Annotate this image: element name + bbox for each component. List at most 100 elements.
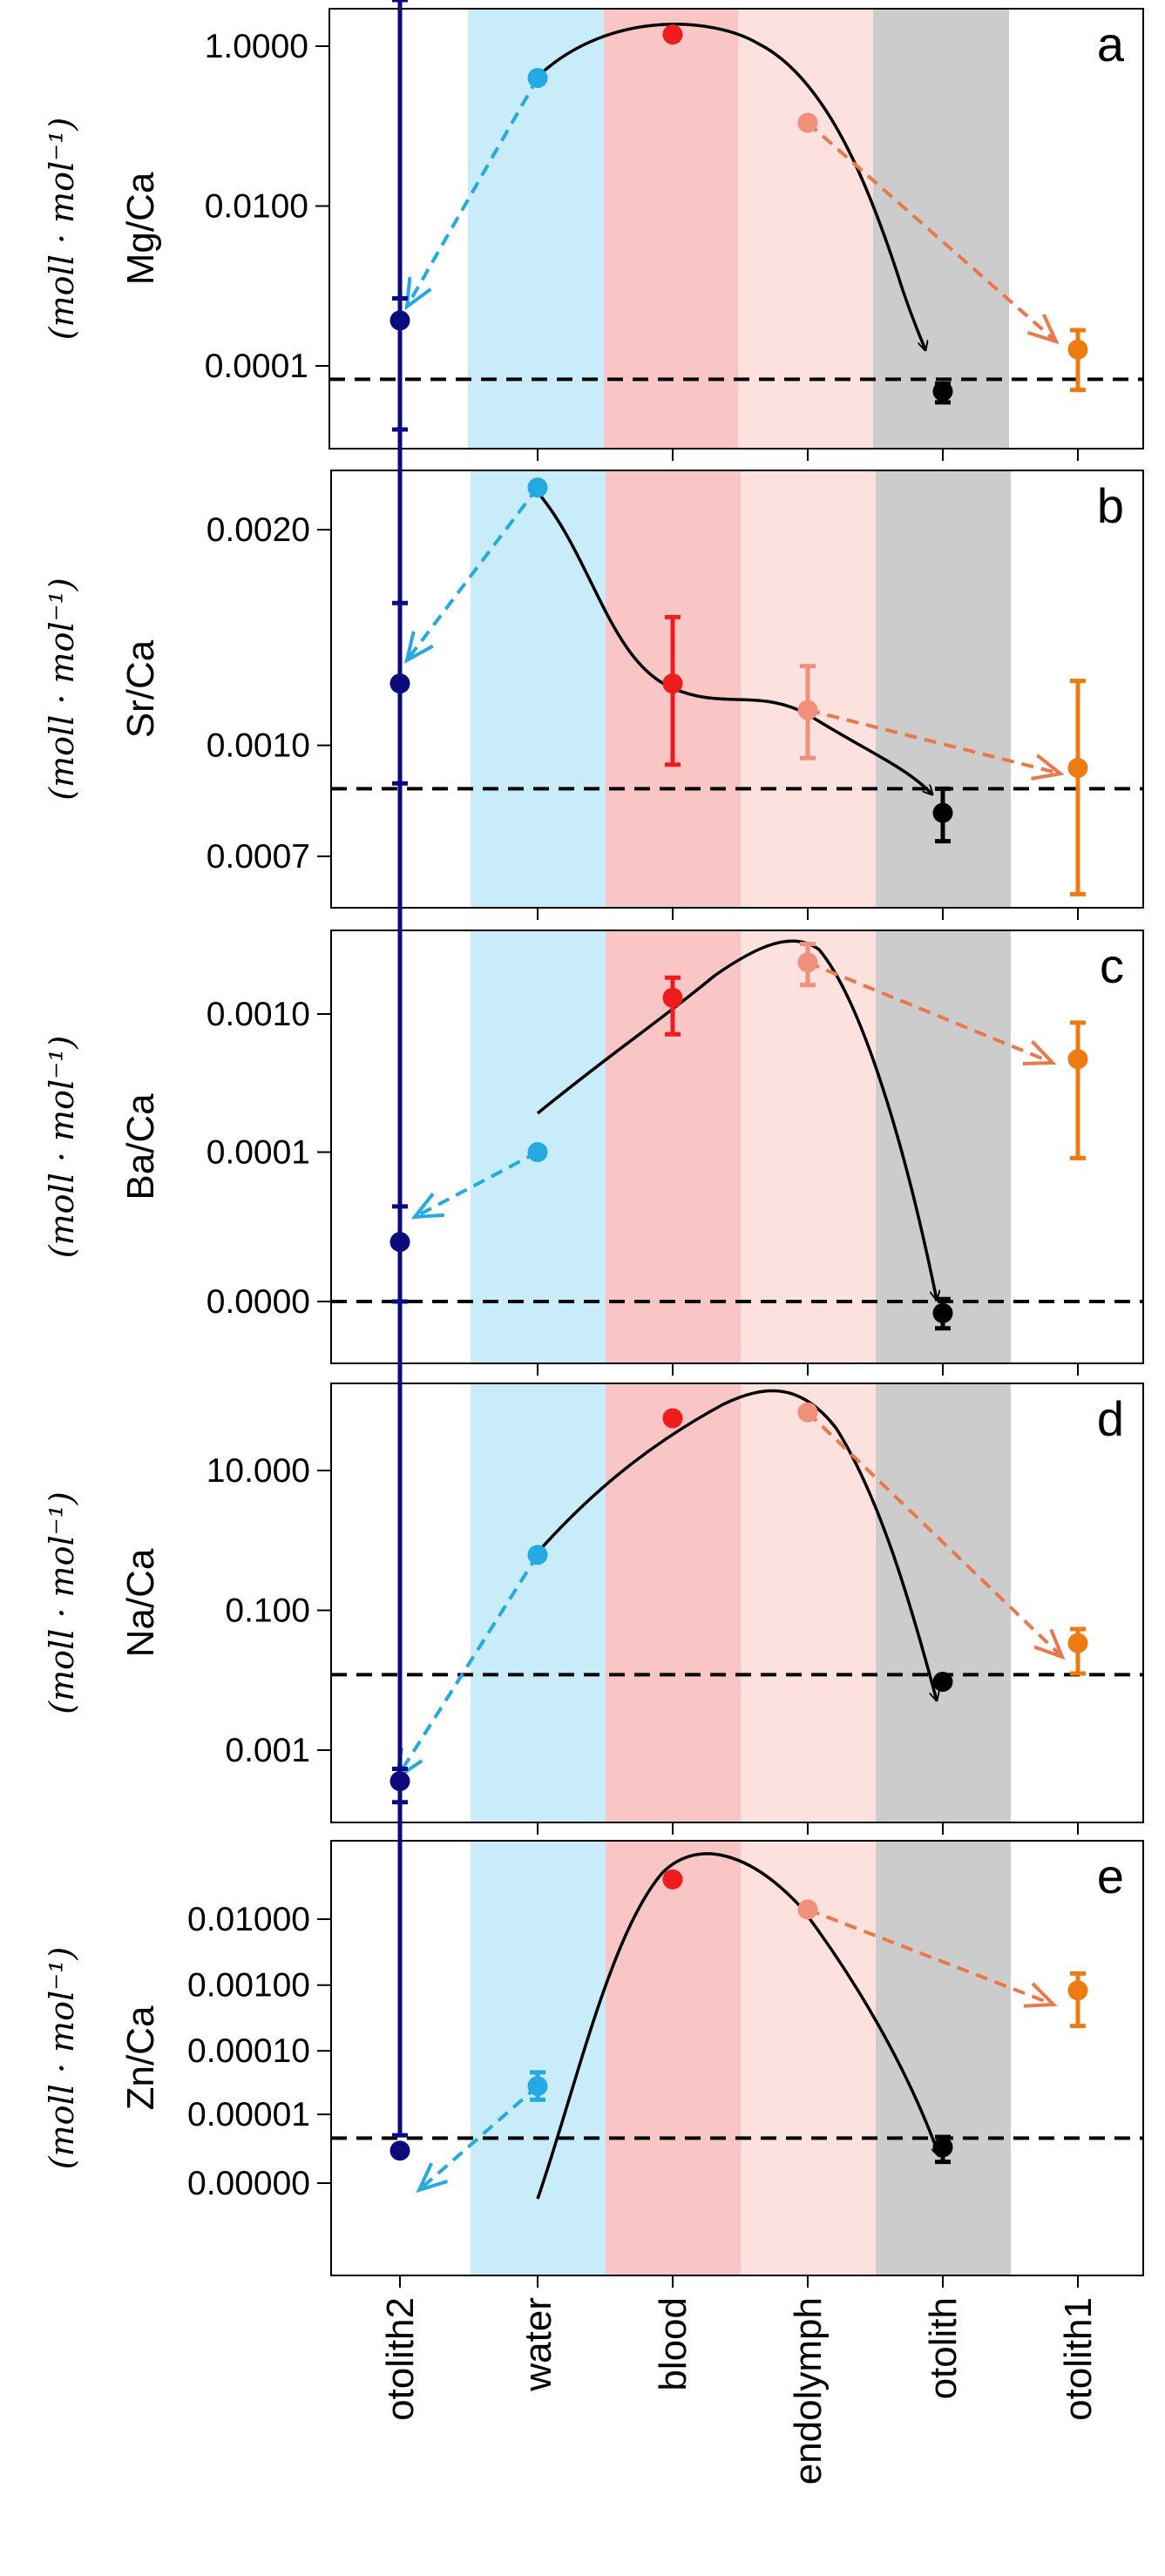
panel-letter: e bbox=[1097, 1849, 1124, 1903]
band-water bbox=[471, 1841, 606, 2275]
y-axis-unit: (moll · mol⁻¹) bbox=[43, 1947, 81, 2169]
y-axis-label: Na/Ca bbox=[119, 1548, 162, 1657]
arrow-endolymph-head bbox=[1026, 314, 1060, 345]
y-axis-label: Ba/Ca bbox=[119, 1093, 162, 1200]
point-otolith2 bbox=[389, 2140, 410, 2161]
point-endolymph bbox=[797, 1402, 818, 1423]
arrow-endolymph-head bbox=[1031, 754, 1065, 781]
point-otolith bbox=[932, 381, 953, 402]
y-tick-label: 0.0010 bbox=[207, 727, 310, 765]
arrow-water-otolith2 bbox=[405, 486, 539, 662]
y-axis-unit: (moll · mol⁻¹) bbox=[43, 578, 81, 800]
panel-letter: b bbox=[1097, 478, 1124, 533]
panel-d: 10.000 0.100 0.001 d Na/Ca (moll · mol⁻¹) bbox=[43, 1383, 1144, 1835]
point-water bbox=[527, 477, 548, 498]
band-endolymph bbox=[741, 930, 876, 1363]
y-tick-label: 0.01000 bbox=[187, 1901, 310, 1938]
panel-frame bbox=[329, 8, 1144, 450]
panel-frame bbox=[330, 470, 1144, 909]
point-water bbox=[527, 2076, 548, 2097]
category-label-otolith: otolith bbox=[922, 2297, 965, 2399]
arrow-endolymph-otolith1 bbox=[807, 1908, 1054, 2006]
arrow-endolymph-head bbox=[1023, 1982, 1058, 2008]
panel-e: 0.01000 0.00100 0.00010 0.00001 0.00000 e Zn/C… bbox=[43, 0, 1144, 2288]
category-label-water: water bbox=[517, 2297, 559, 2392]
y-tick-label: 0.00000 bbox=[187, 2165, 310, 2202]
y-tick-label: 0.001 bbox=[225, 1732, 310, 1769]
point-otolith1 bbox=[1067, 339, 1088, 360]
band-endolymph bbox=[741, 1383, 876, 1822]
point-otolith1 bbox=[1067, 1980, 1088, 2001]
panel-a: 1.0000 0.0100 0.0001 a Mg/Ca (moll · mol⁻¹) bbox=[43, 8, 1144, 461]
category-label-endolymph: endolymph bbox=[787, 2297, 830, 2485]
arrow-endolymph-head bbox=[1022, 1040, 1057, 1066]
arrow-water-head bbox=[410, 1193, 445, 1220]
arrow-water-otolith2 bbox=[396, 1553, 539, 1779]
transfer-curve bbox=[536, 490, 932, 794]
point-water bbox=[527, 1142, 548, 1163]
panel-c: 0.0010 0.0001 0.0000 c Ba/Ca (moll · mol⁻¹) bbox=[43, 930, 1144, 1376]
y-tick-label: 0.00001 bbox=[187, 2096, 310, 2133]
y-tick-label: 0.100 bbox=[225, 1592, 310, 1630]
y-axis-unit: (moll · mol⁻¹) bbox=[43, 118, 81, 340]
point-otolith1 bbox=[1067, 1049, 1088, 1070]
arrow-endolymph-otolith1 bbox=[806, 121, 1058, 343]
y-axis-unit: (moll · mol⁻¹) bbox=[43, 1491, 81, 1714]
band-otolith bbox=[876, 1383, 1011, 1822]
y-axis-label: Sr/Ca bbox=[119, 639, 162, 738]
y-tick-label: 0.0001 bbox=[205, 348, 308, 385]
panel-frame bbox=[330, 930, 1144, 1364]
y-axis-unit: (moll · mol⁻¹) bbox=[43, 1036, 81, 1258]
point-otolith bbox=[932, 802, 953, 823]
transfer-curve bbox=[536, 1389, 937, 1700]
point-water bbox=[527, 68, 548, 89]
point-blood bbox=[662, 1408, 683, 1429]
point-endolymph bbox=[797, 700, 818, 720]
arrow-water-head bbox=[404, 276, 432, 311]
band-water bbox=[471, 1383, 606, 1822]
arrow-endolymph-otolith1 bbox=[807, 708, 1061, 775]
y-tick-label: 10.000 bbox=[207, 1452, 310, 1490]
point-endolymph bbox=[797, 952, 818, 973]
category-label-blood: blood bbox=[652, 2297, 694, 2391]
band-endolymph bbox=[738, 9, 873, 449]
point-otolith bbox=[932, 1302, 953, 1323]
y-tick-label: 0.00100 bbox=[187, 1967, 310, 2005]
band-otolith bbox=[876, 930, 1011, 1363]
band-blood bbox=[604, 9, 738, 449]
band-otolith bbox=[876, 1841, 1011, 2275]
arrow-water-otolith2 bbox=[414, 1150, 538, 1219]
y-tick-label: 0.0000 bbox=[207, 1283, 310, 1321]
point-water bbox=[527, 1545, 548, 1565]
y-tick-label: 0.00010 bbox=[187, 2032, 310, 2070]
arrow-water-head bbox=[416, 2162, 449, 2194]
y-axis-label: Mg/Ca bbox=[119, 172, 162, 285]
panel-letter: d bbox=[1097, 1391, 1124, 1446]
arrow-water-otolith2 bbox=[417, 2085, 539, 2192]
panel-b: 0.0020 0.0010 0.0007 b Sr/Ca (moll · mol⁻¹) bbox=[43, 470, 1144, 920]
point-endolymph bbox=[797, 112, 818, 133]
category-label-otolith2: otolith2 bbox=[379, 2297, 422, 2421]
arrow-endolymph-otolith1 bbox=[807, 960, 1053, 1065]
point-otolith1 bbox=[1067, 758, 1088, 779]
band-water bbox=[471, 470, 606, 908]
band-blood bbox=[606, 1383, 741, 1822]
category-label-otolith1: otolith1 bbox=[1057, 2297, 1100, 2421]
point-blood bbox=[662, 987, 683, 1008]
point-endolymph bbox=[797, 1899, 818, 1920]
band-blood bbox=[606, 1841, 741, 2275]
y-tick-label: 0.0001 bbox=[207, 1134, 310, 1172]
y-axis-label: Zn/Ca bbox=[119, 2005, 162, 2110]
transfer-curve bbox=[536, 1852, 939, 2200]
point-blood bbox=[662, 1869, 683, 1890]
arrow-water-otolith2 bbox=[405, 77, 539, 308]
arrow-endolymph-head bbox=[1033, 1628, 1066, 1660]
y-tick-label: 0.0010 bbox=[207, 996, 310, 1033]
point-blood bbox=[662, 24, 683, 45]
band-otolith bbox=[873, 9, 1009, 449]
point-otolith bbox=[932, 1672, 953, 1693]
panel-frame bbox=[330, 1840, 1144, 2276]
panel-letter: c bbox=[1100, 938, 1124, 993]
y-tick-label: 0.0100 bbox=[205, 188, 308, 226]
